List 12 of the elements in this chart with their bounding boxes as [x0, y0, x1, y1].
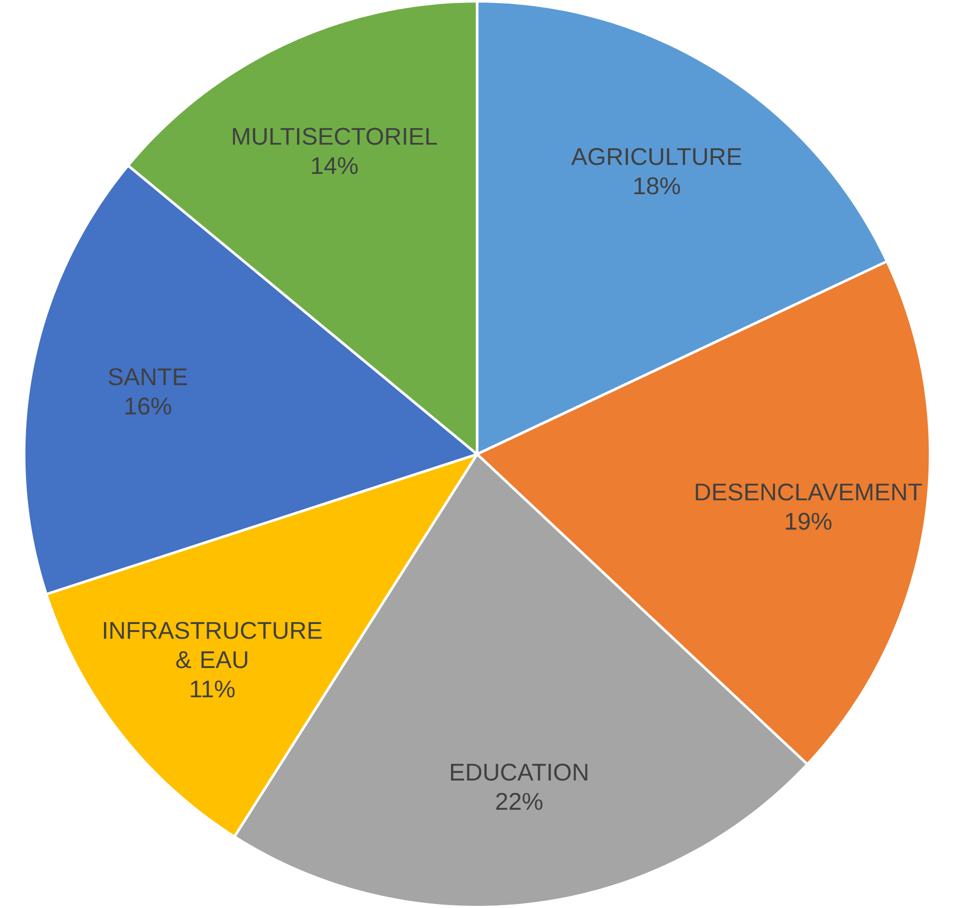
- slice-label: INFRASTRUCTURE & EAU: [104, 622, 322, 668]
- slice-label: EDUCATION: [451, 763, 588, 780]
- data-label: 22%: [496, 792, 542, 810]
- data-label: 16%: [126, 397, 172, 414]
- slice-label: AGRICULTURE: [571, 148, 742, 165]
- slice-label: MULTISECTORIEL: [232, 128, 437, 145]
- slice-label: DESENCLAVEMENT: [696, 483, 922, 500]
- data-label: 14%: [312, 156, 358, 174]
- data-label: 18%: [634, 177, 680, 194]
- data-label: 19%: [786, 512, 832, 530]
- slice-label: SANTE: [108, 368, 187, 386]
- data-label: 11%: [190, 680, 235, 698]
